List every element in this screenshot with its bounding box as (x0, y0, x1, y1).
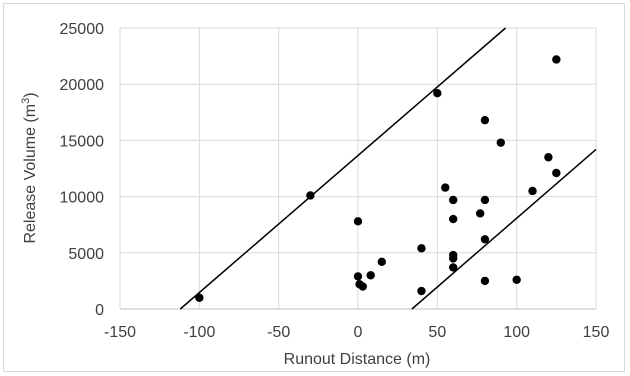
data-point (528, 186, 537, 196)
y-tick-labels: 0 5000 10000 15000 20000 25000 (60, 21, 105, 319)
data-point (480, 235, 490, 244)
y-axis-title-sup: 3 (20, 98, 32, 104)
y-tick-label: 25000 (60, 21, 105, 38)
data-point (417, 286, 426, 296)
envelope-line-2 (411, 148, 597, 310)
y-axis-title: Release Volume (m3) (20, 92, 39, 243)
data-point (377, 257, 386, 266)
x-tick-labels: -150 -100 -50 0 50 100 150 (104, 324, 609, 341)
data-point (544, 153, 553, 162)
data-point (353, 217, 363, 226)
data-point (433, 88, 442, 98)
x-tick-label: 100 (503, 324, 530, 341)
data-point (512, 275, 521, 284)
x-tick-label: 50 (428, 324, 446, 341)
data-point (496, 138, 505, 147)
data-point (366, 271, 375, 280)
x-tick-label: -150 (104, 324, 136, 341)
data-point (306, 191, 315, 200)
x-tick-label: -50 (267, 324, 290, 341)
envelope-line-1 (179, 27, 507, 310)
data-point (353, 272, 363, 281)
data-point (480, 195, 490, 205)
data-point (475, 209, 485, 218)
y-axis-title-end: ) (22, 92, 39, 97)
data-point (480, 276, 490, 286)
x-tick-label: -100 (183, 324, 215, 341)
data-point (449, 263, 458, 272)
data-point (449, 254, 458, 263)
x-axis-title: Runout Distance (m) (284, 351, 431, 368)
data-point (480, 115, 490, 125)
data-points (195, 55, 561, 302)
x-tick-label: 150 (583, 324, 610, 341)
envelope-lines (179, 27, 597, 310)
data-point (358, 282, 367, 291)
y-tick-label: 15000 (60, 133, 105, 150)
data-point (552, 55, 561, 64)
data-point (195, 293, 204, 302)
y-tick-label: 5000 (68, 246, 104, 263)
data-point (441, 183, 450, 192)
data-point (449, 214, 458, 224)
data-point (552, 168, 561, 178)
x-tick-label: 0 (354, 324, 363, 341)
data-point (449, 195, 458, 205)
y-axis-title-main: Release Volume (m (22, 104, 39, 244)
y-tick-label: 10000 (60, 190, 105, 207)
y-tick-label: 20000 (60, 77, 105, 94)
grid-lines (119, 27, 597, 310)
chart-frame (3, 3, 625, 372)
y-tick-label: 0 (95, 302, 104, 319)
data-point (417, 244, 426, 253)
